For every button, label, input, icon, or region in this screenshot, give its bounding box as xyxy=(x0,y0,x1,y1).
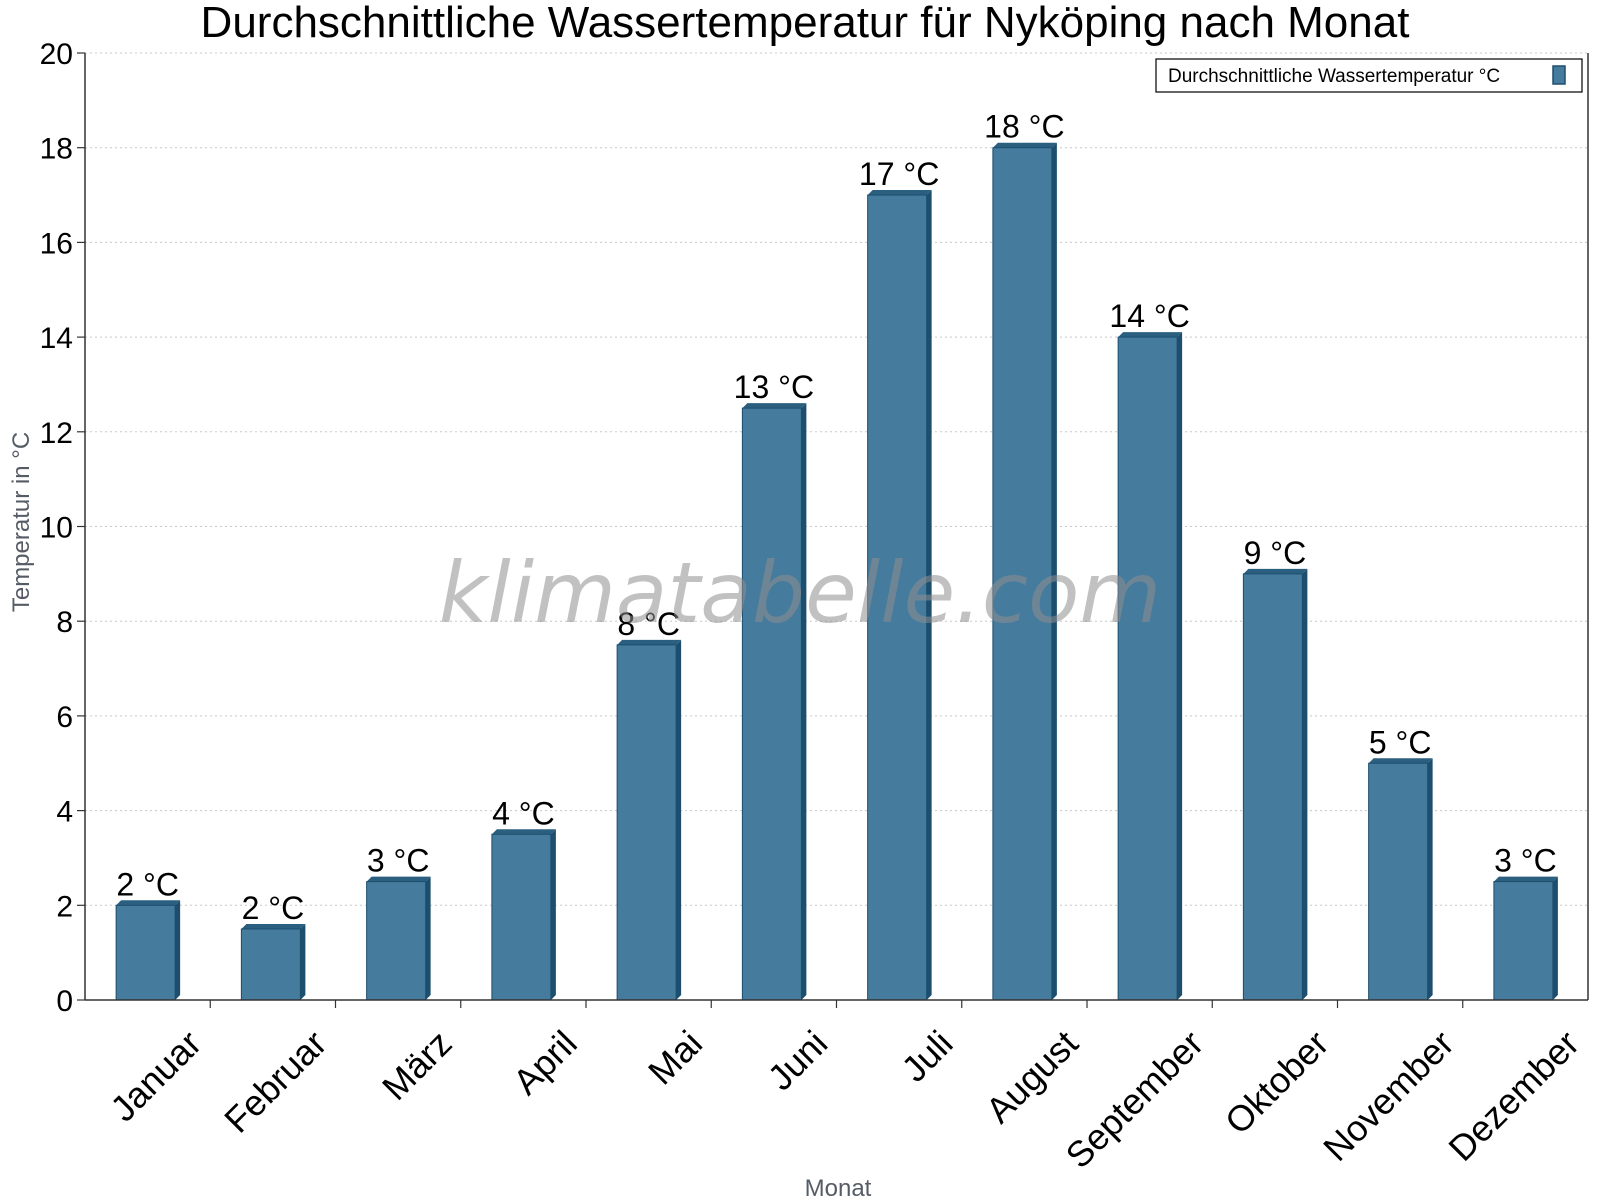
bar-top xyxy=(116,900,181,906)
bar-front xyxy=(616,644,677,1001)
bar-top xyxy=(617,639,682,645)
bar xyxy=(616,639,682,1001)
bar-side xyxy=(300,923,306,1000)
bar-side xyxy=(425,876,431,1000)
bar-front xyxy=(1117,336,1178,1001)
bar xyxy=(1493,876,1558,1001)
y-tick-label: 20 xyxy=(40,38,73,71)
x-tick-label: Februar xyxy=(216,1022,334,1140)
bar-side xyxy=(1427,758,1433,1000)
bar-front xyxy=(741,407,802,1001)
y-tick-label: 0 xyxy=(56,985,73,1018)
bar-front xyxy=(366,881,427,1001)
bar-side xyxy=(801,403,807,1000)
bar-top xyxy=(1243,568,1308,574)
bar-front xyxy=(1368,762,1429,1001)
data-label: 18 °C xyxy=(984,109,1064,145)
bar-side xyxy=(175,900,181,1000)
bar-front xyxy=(1242,573,1303,1001)
bar xyxy=(867,190,932,1001)
legend-swatch xyxy=(1552,65,1566,85)
bar xyxy=(1242,568,1308,1001)
bar-side xyxy=(550,829,556,1000)
bar xyxy=(741,403,807,1001)
y-tick-label: 10 xyxy=(40,512,73,545)
data-label: 8 °C xyxy=(617,606,680,642)
y-tick-label: 14 xyxy=(40,322,73,355)
data-label: 9 °C xyxy=(1244,535,1307,571)
x-tick-label: November xyxy=(1315,1022,1461,1168)
watermark: klimatabelle.com xyxy=(439,544,1162,642)
bar-front xyxy=(1493,881,1554,1001)
x-tick-label: September xyxy=(1058,1022,1212,1176)
x-tick-label: Juli xyxy=(893,1022,960,1089)
bar-side xyxy=(1051,142,1057,1000)
bar-top xyxy=(867,190,932,196)
bar xyxy=(366,876,431,1001)
bar xyxy=(1117,332,1183,1001)
grid-lines xyxy=(85,52,1588,906)
data-label: 5 °C xyxy=(1369,724,1432,760)
data-label: 14 °C xyxy=(1109,298,1189,334)
y-tick-label: 12 xyxy=(40,417,73,450)
bar-front xyxy=(115,904,176,1001)
bar-front xyxy=(867,194,928,1001)
bar-side xyxy=(1552,876,1558,1000)
data-label: 2 °C xyxy=(116,866,179,902)
data-label: 3 °C xyxy=(367,843,430,879)
x-tick-label: März xyxy=(374,1022,460,1108)
bar-side xyxy=(1302,568,1308,1000)
bar-top xyxy=(241,923,306,929)
x-tick-label: Mai xyxy=(640,1022,710,1092)
x-tick-label: August xyxy=(978,1022,1086,1130)
x-tick-label: Oktober xyxy=(1217,1022,1337,1142)
bar-side xyxy=(676,639,682,1000)
legend: Durchschnittliche Wassertemperatur °C xyxy=(1155,58,1583,93)
y-tick-label: 8 xyxy=(56,606,73,639)
bar xyxy=(115,900,181,1001)
bar xyxy=(992,142,1057,1001)
x-tick-label: April xyxy=(505,1022,585,1102)
bar-top xyxy=(742,403,807,409)
x-tick-label: Juni xyxy=(760,1022,836,1098)
axes xyxy=(84,53,1589,1001)
y-tick-label: 4 xyxy=(56,796,73,829)
bar-top xyxy=(1118,332,1183,338)
x-tick-label: Dezember xyxy=(1440,1022,1586,1168)
data-label: 2 °C xyxy=(242,890,305,926)
legend-label: Durchschnittliche Wassertemperatur °C xyxy=(1168,66,1500,87)
y-tick-label: 18 xyxy=(40,133,73,166)
y-tick-label: 6 xyxy=(56,701,73,734)
bar-front xyxy=(240,928,301,1001)
bar xyxy=(1368,758,1433,1001)
data-label: 17 °C xyxy=(859,156,939,192)
bars xyxy=(115,142,1558,1001)
x-axis-label: Monat xyxy=(805,1175,872,1200)
y-axis-label: Temperatur in °C xyxy=(8,432,35,612)
legend-box xyxy=(1155,58,1583,93)
bar-top xyxy=(1493,876,1558,882)
chart-title: Durchschnittliche Wassertemperatur für N… xyxy=(201,0,1410,47)
data-labels: 2 °C 2 °C 3 °C 4 °C 8 °C 13 °C 17 °C 18 °C 14 °C… xyxy=(116,109,1556,926)
x-tick-label: Januar xyxy=(102,1022,209,1129)
bar-top xyxy=(491,829,556,835)
data-label: 4 °C xyxy=(492,795,555,831)
y-tick-label: 2 xyxy=(56,890,73,923)
bar-side xyxy=(1177,332,1183,1001)
data-label: 3 °C xyxy=(1494,843,1557,879)
bar xyxy=(491,829,556,1001)
y-tick-label: 16 xyxy=(40,227,73,260)
x-axis-ticks: Januar Februar März April Mai Juni Juli AugustS… xyxy=(102,1000,1587,1176)
bar-top xyxy=(1368,758,1433,764)
bar-front xyxy=(491,833,552,1001)
bar xyxy=(240,923,306,1001)
bar-top xyxy=(366,876,431,882)
bar-top xyxy=(992,142,1057,148)
bar-side xyxy=(926,190,932,1001)
data-label: 13 °C xyxy=(734,369,814,405)
y-axis-ticks: 0 2 4 6 8 10 12 14 16 18 20 xyxy=(40,38,85,1018)
bar-front xyxy=(992,147,1053,1001)
